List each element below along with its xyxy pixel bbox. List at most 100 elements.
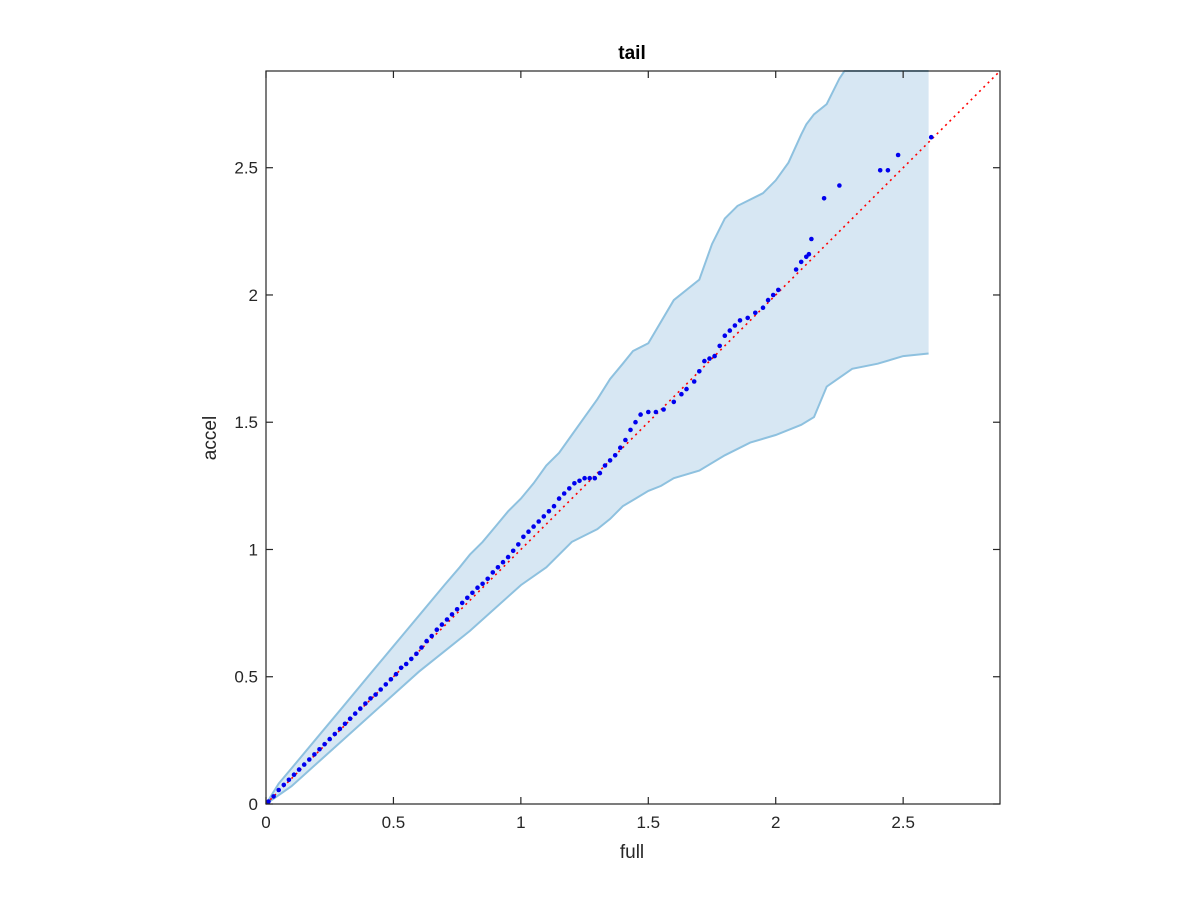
x-tick-label: 0 (261, 813, 270, 832)
data-point (337, 726, 343, 732)
data-point (429, 633, 435, 639)
data-point (291, 772, 297, 777)
data-point (697, 369, 702, 374)
data-point (327, 736, 333, 742)
data-point (281, 782, 287, 788)
data-point (439, 622, 445, 627)
data-point (753, 310, 758, 316)
data-point (317, 747, 322, 752)
y-tick-label: 0.5 (234, 668, 258, 687)
data-point (521, 534, 526, 540)
data-point (702, 358, 707, 364)
data-point (612, 453, 618, 458)
data-point (737, 318, 743, 323)
data-point (307, 757, 312, 762)
confidence-band (266, 71, 929, 804)
data-point (490, 570, 496, 575)
data-point (485, 576, 491, 582)
data-point (424, 638, 429, 644)
data-point (722, 333, 728, 339)
data-point (419, 645, 424, 650)
data-point (368, 696, 373, 701)
data-point (556, 496, 562, 501)
data-point (398, 665, 404, 671)
data-point (276, 787, 282, 793)
data-point (373, 692, 378, 697)
data-point (684, 386, 689, 392)
data-point (500, 559, 506, 565)
data-point (633, 419, 638, 425)
data-point (587, 475, 592, 481)
data-point (516, 542, 521, 547)
y-tick-label: 0 (249, 795, 258, 814)
data-point (444, 617, 450, 622)
data-point (526, 529, 531, 534)
data-point (727, 328, 733, 333)
x-axis-label: full (620, 842, 644, 863)
data-point (266, 799, 271, 804)
data-point (388, 677, 394, 682)
data-point (928, 134, 934, 140)
data-point (877, 168, 883, 173)
data-point (286, 777, 292, 783)
data-point (296, 767, 302, 772)
data-point (480, 581, 485, 587)
data-point (536, 519, 541, 524)
data-point (546, 509, 552, 514)
data-point (409, 656, 414, 662)
y-tick-label: 2 (249, 286, 258, 305)
data-point (628, 427, 633, 433)
data-point (465, 595, 470, 601)
data-point (623, 437, 628, 443)
data-point (895, 152, 901, 158)
data-point (653, 409, 659, 415)
data-point (837, 183, 842, 188)
data-point (885, 168, 891, 173)
data-point (732, 323, 738, 328)
data-point (707, 356, 712, 361)
data-point (572, 481, 577, 486)
data-point (607, 458, 613, 463)
data-point (597, 470, 603, 476)
data-point (403, 661, 409, 667)
reference-line (265, 70, 1001, 805)
data-point (332, 731, 338, 737)
plot-area: 0 0.5 1 1.5 2 2.5 0 0.5 1 1.5 2 2.5 (234, 70, 1001, 832)
data-point (712, 353, 717, 359)
data-point (602, 463, 608, 468)
data-point (347, 716, 353, 721)
data-point (691, 379, 697, 384)
data-point (661, 407, 666, 412)
data-point (434, 627, 440, 632)
data-point (760, 305, 766, 311)
x-tick-label: 1.5 (636, 813, 660, 832)
band-lower-edge (265, 352, 929, 805)
y-axis-label: accel (200, 416, 221, 460)
axes-box (265, 70, 1001, 805)
data-point (449, 612, 455, 617)
y-tick-label: 1 (249, 540, 258, 559)
data-point (821, 196, 827, 201)
data-point (358, 706, 363, 711)
data-point (352, 711, 358, 716)
data-point (363, 701, 368, 706)
data-point (470, 590, 475, 596)
data-point (322, 741, 327, 747)
data-point (798, 259, 804, 265)
data-point (770, 292, 776, 298)
data-point (531, 524, 536, 529)
x-tick-label: 1 (516, 813, 525, 832)
data-point (475, 585, 480, 590)
data-point (717, 343, 722, 349)
data-point (342, 721, 348, 727)
data-point (582, 475, 587, 481)
data-point (312, 752, 317, 757)
data-point (454, 607, 460, 612)
x-tick-label: 2 (771, 813, 780, 832)
data-point (745, 315, 750, 321)
data-point (638, 412, 643, 417)
band-upper-edge (265, 70, 929, 805)
data-point (541, 514, 547, 519)
data-point (577, 478, 582, 484)
